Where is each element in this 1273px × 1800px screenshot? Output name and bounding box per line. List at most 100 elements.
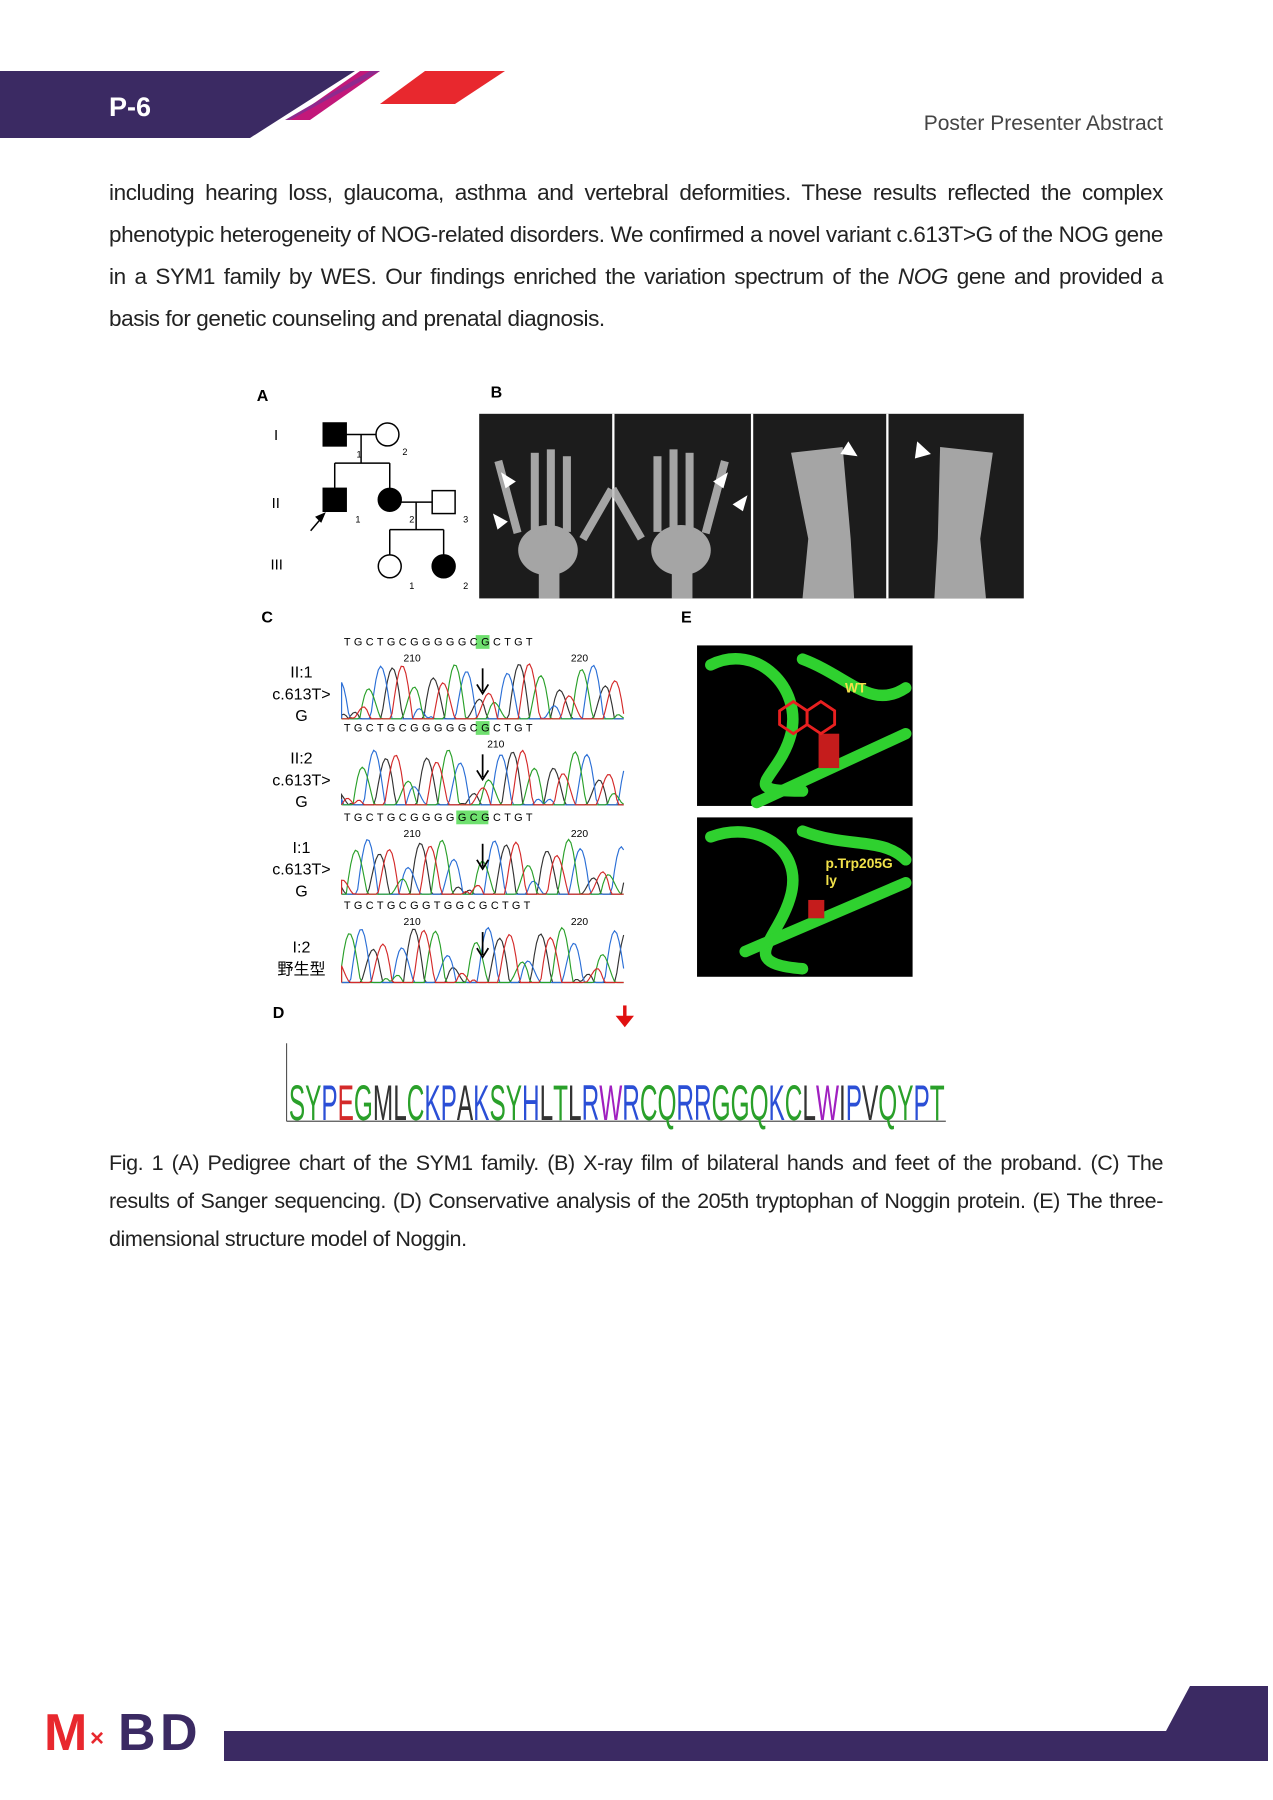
logo-letter: L [568, 1074, 582, 1131]
logo-letter: K [473, 1074, 489, 1131]
sample-label: 野生型 [277, 960, 325, 978]
figure-art [285, 413, 1024, 1122]
logo-letter: T [553, 1074, 568, 1131]
logo-letter: L [540, 1074, 554, 1131]
structure-label: p.Trp205G [825, 856, 892, 871]
sequence: T G C T G C G G G G G C G C T G T [344, 636, 533, 648]
logo-letter: × [90, 1725, 104, 1752]
generation-label: I [274, 428, 278, 444]
logo-letter: M [44, 1704, 87, 1762]
section-title: Poster Presenter Abstract [924, 112, 1163, 135]
structure-label: ly [825, 873, 837, 888]
sequence: T G C T G C G G T G G C G C T G T [344, 900, 531, 912]
logo-letter: H [522, 1074, 540, 1131]
logo-letter: P [846, 1074, 862, 1131]
logo-letter: K [424, 1074, 440, 1131]
text: including hearing loss, glaucoma, asthma… [109, 180, 1163, 289]
panel-label: A [257, 387, 269, 405]
logo-letter: G [354, 1074, 373, 1131]
structure-label: WT [845, 680, 867, 695]
sequence-logo: SYPEGMLCKPAKSYHLTLRWRCQRRGGQKCLWIPVQYPT [289, 1074, 945, 1131]
logo-letter: R [676, 1074, 694, 1131]
logo-letter: S [289, 1074, 305, 1131]
sample-label: II:1 [290, 664, 312, 682]
header-graphic: P-6 Poster Presenter Abstract [0, 71, 1163, 138]
pedigree-number: 1 [357, 449, 362, 459]
arrowhead [476, 947, 490, 959]
highlight [475, 721, 490, 735]
footer-graphic: M × B D [44, 1686, 1268, 1762]
sample-label: G [295, 793, 307, 811]
logo-letter: P [441, 1074, 457, 1131]
logo-letter: Q [657, 1074, 676, 1131]
logo-letter: Y [305, 1074, 321, 1131]
page-label: P-6 [109, 92, 151, 122]
sample-label: G [295, 707, 307, 725]
sample-label: I:1 [293, 839, 311, 857]
position: 210 [404, 653, 421, 664]
highlight [475, 635, 490, 649]
logo-letter: I [839, 1074, 846, 1131]
logo-letter: G [731, 1074, 750, 1131]
sample-label: G [295, 883, 307, 901]
header-band [0, 71, 355, 138]
body-paragraph: including hearing loss, glaucoma, asthma… [109, 172, 1163, 340]
generation-label: III [271, 558, 283, 574]
figure-caption: Fig. 1 (A) Pedigree chart of the SYM1 fa… [109, 1151, 1163, 1251]
sample-label: c.613T> [272, 771, 330, 789]
sample-label: c.613T> [272, 861, 330, 879]
panel-label: E [681, 608, 692, 626]
pedigree-number: 2 [402, 447, 407, 457]
pedigree-number: 1 [355, 515, 360, 525]
logo-letter: Y [897, 1074, 913, 1131]
pedigree-number: 2 [463, 581, 468, 591]
highlight [456, 810, 489, 825]
trace [341, 929, 624, 984]
position: 220 [571, 917, 588, 928]
sample-label: II:2 [290, 750, 312, 768]
arrowhead [476, 683, 490, 696]
text: gene and provided a basis for genetic co… [109, 264, 1164, 331]
position: 210 [404, 917, 421, 928]
footer-band [224, 1731, 1268, 1761]
pedigree-number: 3 [463, 515, 468, 525]
trace [341, 841, 624, 895]
arrowhead [476, 859, 490, 871]
panel-label: B [491, 384, 503, 402]
sequence: T G C T G C G G G G G C G C T G T [344, 812, 533, 824]
logo-letter: Q [878, 1074, 897, 1131]
logo-letter: A [457, 1074, 473, 1131]
gene-name: NOG [897, 264, 948, 289]
logo-letter: D [160, 1704, 198, 1762]
sample-label: c.613T> [272, 685, 330, 703]
panel-label: D [273, 1004, 285, 1022]
logo-letter: W [599, 1074, 622, 1131]
arrowhead [476, 769, 490, 782]
position: 210 [404, 829, 421, 840]
logo-letter: C [785, 1074, 803, 1131]
pedigree-number: 1 [409, 581, 414, 591]
logo-letter: M [373, 1074, 393, 1131]
position: 210 [487, 739, 504, 750]
position: 220 [571, 829, 588, 840]
logo-letter: R [582, 1074, 600, 1131]
logo-letter: Q [750, 1074, 769, 1131]
trace [341, 749, 624, 806]
logo-letter: E [338, 1074, 354, 1131]
sample-label: I:2 [293, 939, 311, 957]
logo-letter: P [914, 1074, 930, 1131]
logo-letter: G [712, 1074, 731, 1131]
logo-letter: S [489, 1074, 505, 1131]
logo-letter: V [862, 1074, 878, 1131]
logo-letter: W [816, 1074, 839, 1131]
logo-letter: L [393, 1074, 407, 1131]
header-stripe [380, 71, 505, 104]
generation-label: II [272, 496, 280, 512]
logo-letter: R [622, 1074, 640, 1131]
logo-letter: B [118, 1704, 156, 1762]
panel-label: C [261, 608, 273, 626]
position: 220 [571, 653, 588, 664]
logo-letter: P [321, 1074, 337, 1131]
